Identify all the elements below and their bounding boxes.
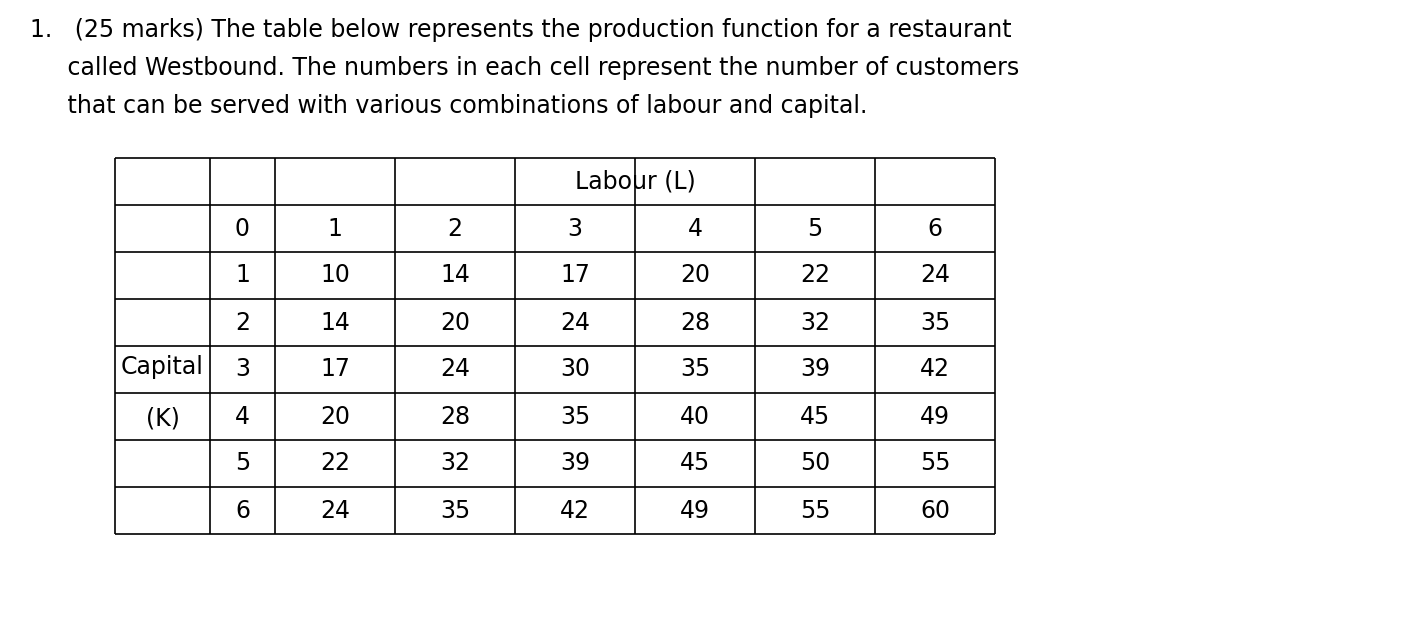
Text: 4: 4 <box>235 404 249 428</box>
Text: 14: 14 <box>441 264 470 288</box>
Text: 10: 10 <box>320 264 350 288</box>
Text: 55: 55 <box>920 452 951 475</box>
Text: 60: 60 <box>920 499 949 522</box>
Text: 35: 35 <box>920 310 951 335</box>
Text: 14: 14 <box>320 310 350 335</box>
Text: 5: 5 <box>235 452 251 475</box>
Text: 35: 35 <box>439 499 470 522</box>
Text: Capital: Capital <box>120 355 204 379</box>
Text: 6: 6 <box>928 217 942 241</box>
Text: (K): (K) <box>146 407 180 431</box>
Text: 1: 1 <box>327 217 343 241</box>
Text: 30: 30 <box>560 357 589 381</box>
Text: 2: 2 <box>448 217 462 241</box>
Text: 55: 55 <box>799 499 830 522</box>
Text: 24: 24 <box>560 310 589 335</box>
Text: 1.   (25 marks) The table below represents the production function for a restaur: 1. (25 marks) The table below represents… <box>30 18 1012 42</box>
Text: 24: 24 <box>441 357 470 381</box>
Text: 32: 32 <box>801 310 830 335</box>
Text: Labour (L): Labour (L) <box>575 170 696 193</box>
Text: 17: 17 <box>560 264 589 288</box>
Text: 0: 0 <box>235 217 249 241</box>
Text: 28: 28 <box>439 404 470 428</box>
Text: 22: 22 <box>801 264 830 288</box>
Text: 3: 3 <box>235 357 249 381</box>
Text: 49: 49 <box>680 499 710 522</box>
Text: 1: 1 <box>235 264 249 288</box>
Text: 39: 39 <box>801 357 830 381</box>
Text: 39: 39 <box>560 452 589 475</box>
Text: 32: 32 <box>441 452 470 475</box>
Text: 45: 45 <box>799 404 830 428</box>
Text: 2: 2 <box>235 310 249 335</box>
Text: 17: 17 <box>320 357 350 381</box>
Text: 35: 35 <box>560 404 589 428</box>
Text: 42: 42 <box>560 499 589 522</box>
Text: 40: 40 <box>680 404 710 428</box>
Text: 4: 4 <box>687 217 703 241</box>
Text: 20: 20 <box>320 404 350 428</box>
Text: 5: 5 <box>808 217 823 241</box>
Text: 50: 50 <box>799 452 830 475</box>
Text: 24: 24 <box>920 264 949 288</box>
Text: that can be served with various combinations of labour and capital.: that can be served with various combinat… <box>30 94 867 118</box>
Text: 22: 22 <box>320 452 350 475</box>
Text: 49: 49 <box>920 404 949 428</box>
Text: 24: 24 <box>320 499 350 522</box>
Text: 42: 42 <box>920 357 949 381</box>
Text: 35: 35 <box>680 357 710 381</box>
Text: called Westbound. The numbers in each cell represent the number of customers: called Westbound. The numbers in each ce… <box>30 56 1019 80</box>
Text: 45: 45 <box>680 452 710 475</box>
Text: 6: 6 <box>235 499 249 522</box>
Text: 20: 20 <box>680 264 710 288</box>
Text: 3: 3 <box>567 217 582 241</box>
Text: 20: 20 <box>441 310 470 335</box>
Text: 28: 28 <box>680 310 710 335</box>
